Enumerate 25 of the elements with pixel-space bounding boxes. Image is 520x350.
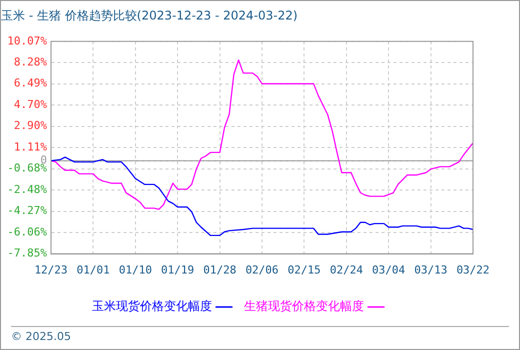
chart-title: 玉米 - 生猪 价格趋势比较(2023-12-23 - 2024-03-22) [1,8,298,22]
legend-label: 玉米现货价格变化幅度 [92,299,212,314]
y-tick-label: -7.85% [7,246,48,260]
x-tick-label: 01/28 [203,263,236,276]
x-tick-label: 03/04 [372,263,406,276]
legend-label: 生猪现货价格变化幅度 [244,299,364,314]
text: © 2025.05 [11,326,509,343]
y-tick-label: 6.49% [14,76,48,90]
y-tick-label: 1.11% [14,140,48,154]
x-tick-label: 02/06 [245,263,279,276]
x-tick-label: 03/22 [456,263,490,276]
y-tick-label: 2.90% [14,119,48,132]
y-tick-label: -2.48% [7,183,48,196]
x-tick-label: 01/19 [161,263,194,276]
y-tick-label: -6.06% [7,225,48,238]
x-tick-label: 02/24 [330,263,364,276]
y-tick-label: -4.27% [7,204,48,218]
x-tick-label: 12/23 [34,263,68,276]
x-tick-label: 02/15 [288,263,321,276]
x-tick-label: 01/01 [76,263,110,276]
x-tick-label: 01/10 [118,263,152,276]
y-tick-label: 4.70% [14,98,48,111]
y-tick-label: 10.07% [7,34,48,48]
y-tick-label: 8.28% [14,55,48,68]
x-tick-label: 03/13 [414,263,448,276]
